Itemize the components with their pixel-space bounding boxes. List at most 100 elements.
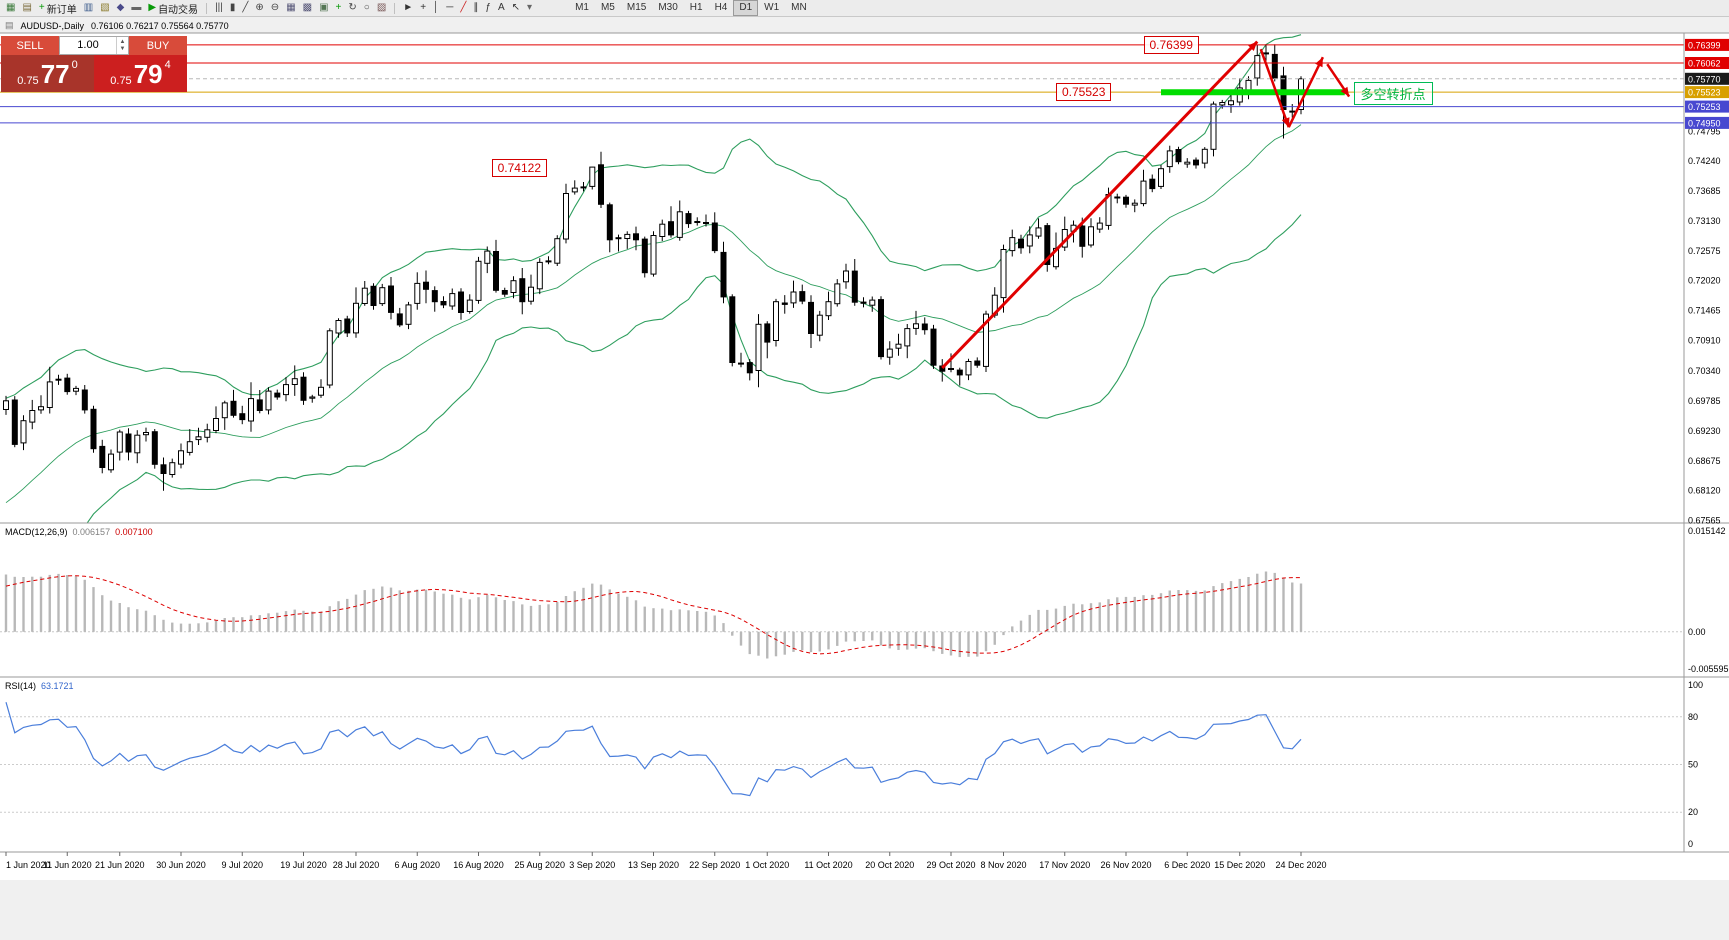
bid-price-prefix: 0.75 <box>17 75 39 87</box>
lot-size-value[interactable]: 1.00 <box>77 39 99 51</box>
data-window-icon-glyph: ▧ <box>100 2 110 13</box>
buy-button[interactable]: BUY <box>129 36 187 55</box>
candles-chart-icon-glyph: ▮ <box>229 2 236 13</box>
vertical-line-icon-glyph: │ <box>433 2 440 13</box>
svg-text:0.74240: 0.74240 <box>1688 156 1721 166</box>
svg-text:0.70910: 0.70910 <box>1688 336 1721 346</box>
timeframe-m15[interactable]: M15 <box>626 2 647 13</box>
svg-text:0.68120: 0.68120 <box>1688 486 1721 496</box>
september-high-price-label[interactable]: 0.74122 <box>491 158 548 177</box>
navigator-icon-glyph: ◆ <box>116 2 125 13</box>
svg-text:0.76062: 0.76062 <box>1688 59 1721 69</box>
timeframe-m5[interactable]: M5 <box>600 2 615 13</box>
svg-text:13 Sep 2020: 13 Sep 2020 <box>628 860 679 870</box>
svg-text:0.72575: 0.72575 <box>1688 246 1721 256</box>
timeframe-mn[interactable]: MN <box>791 2 807 13</box>
text-icon[interactable]: A <box>495 1 508 15</box>
toolbar-icon-groups: ▦ ▤ + 新订单 ▥ ▧ ◆ ▬ ▶ 自动交易 ||| ▮ ╱ ⊕ ⊖ ▦ ▩ ▣ + ↻ ○ ▨ ► + │ ─ ╱ ∥ ƒ A ↖ ▾ <box>3 1 535 16</box>
new-order2-icon[interactable]: + <box>333 1 345 15</box>
channel-icon[interactable]: ∥ <box>470 1 481 15</box>
vertical-line-icon[interactable]: │ <box>430 1 442 15</box>
svg-text:6 Dec 2020: 6 Dec 2020 <box>1164 860 1210 870</box>
data-window-icon[interactable]: ▧ <box>97 1 112 15</box>
svg-text:0.76399: 0.76399 <box>1688 40 1721 50</box>
terminal-icon[interactable]: ▬ <box>128 1 144 15</box>
lot-stepper-up[interactable]: ▲ <box>119 38 126 45</box>
template-icon[interactable]: ▨ <box>374 1 389 15</box>
one-click-trade-panel: SELL 1.00 ▲ ▼ BUY 0.75 77 0 0.75 79 4 <box>1 36 187 92</box>
cursor-icon-glyph: ► <box>403 2 414 13</box>
ask-price-prefix: 0.75 <box>110 75 132 87</box>
arrange-icon[interactable]: ▣ <box>316 1 331 15</box>
market-watch-icon[interactable]: ▥ <box>81 1 96 15</box>
timeframe-m30[interactable]: M30 <box>658 2 678 13</box>
svg-text:8 Nov 2020: 8 Nov 2020 <box>980 860 1026 870</box>
svg-text:21 Jun 2020: 21 Jun 2020 <box>95 860 145 870</box>
pivot-price-label[interactable]: 0.75523 <box>1056 83 1112 102</box>
trendline-icon[interactable]: ╱ <box>457 1 469 15</box>
svg-text:0.75523: 0.75523 <box>1688 88 1721 98</box>
svg-text:1 Oct 2020: 1 Oct 2020 <box>745 860 789 870</box>
main-toolbar: ▦ ▤ + 新订单 ▥ ▧ ◆ ▬ ▶ 自动交易 ||| ▮ ╱ ⊕ ⊖ ▦ ▩ ▣ + ↻ ○ ▨ ► + │ ─ ╱ ∥ ƒ A ↖ ▾ … <box>0 0 1729 17</box>
new-order-button[interactable]: + 新订单 <box>36 1 80 16</box>
autotrading-button-glyph: ▶ <box>148 2 157 13</box>
svg-text:0: 0 <box>1688 839 1693 849</box>
arrow-icon[interactable]: ↖ <box>509 1 523 15</box>
crosshair-icon[interactable]: + <box>417 1 429 15</box>
toolbar-separator <box>206 2 208 14</box>
macd-indicator-label: MACD(12,26,9) 0.006157 0.007100 <box>5 527 153 537</box>
bid-price-panel[interactable]: 0.75 77 0 <box>1 55 94 92</box>
macd-name: MACD(12,26,9) <box>5 527 68 537</box>
rsi-indicator-label: RSI(14) 63.1721 <box>5 681 74 691</box>
lot-size-input[interactable]: 1.00 ▲ ▼ <box>59 36 129 55</box>
new-chart-icon[interactable]: ▦ <box>3 1 18 15</box>
timeframe-h4[interactable]: H4 <box>714 2 728 13</box>
fibonacci-icon[interactable]: ƒ <box>482 1 494 15</box>
refresh-icon[interactable]: ↻ <box>345 1 359 15</box>
tile-windows-icon[interactable]: ▦ <box>283 1 298 15</box>
lot-stepper-down[interactable]: ▼ <box>119 45 126 52</box>
timeframe-m1[interactable]: M1 <box>575 2 589 13</box>
svg-text:0.73130: 0.73130 <box>1688 216 1721 226</box>
svg-text:29 Oct 2020: 29 Oct 2020 <box>926 860 975 870</box>
cascade-windows-icon[interactable]: ▩ <box>300 1 315 15</box>
text-icon-glyph: A <box>497 2 505 13</box>
fibonacci-icon-glyph: ƒ <box>485 2 491 13</box>
peak-price-label[interactable]: 0.76399 <box>1143 35 1199 54</box>
timeframe-w1[interactable]: W1 <box>764 2 780 13</box>
bars-chart-icon-glyph: ||| <box>215 2 223 13</box>
bars-chart-icon[interactable]: ||| <box>212 1 226 15</box>
profiles-icon[interactable]: ▤ <box>19 1 34 15</box>
line-chart-icon[interactable]: ╱ <box>239 1 251 15</box>
dropdown-chevron-icon[interactable]: ▾ <box>524 1 535 15</box>
svg-text:11 Jun 2020: 11 Jun 2020 <box>43 860 92 870</box>
channel-icon-glyph: ∥ <box>473 2 479 13</box>
zoom-out-icon-glyph: ⊖ <box>270 2 280 13</box>
sell-button[interactable]: SELL <box>1 36 59 55</box>
svg-text:16 Aug 2020: 16 Aug 2020 <box>453 860 504 870</box>
autotrading-button[interactable]: ▶ 自动交易 <box>145 1 201 16</box>
timeframe-h1[interactable]: H1 <box>689 2 703 13</box>
period-icon[interactable]: ○ <box>361 1 373 15</box>
svg-text:6 Aug 2020: 6 Aug 2020 <box>394 860 440 870</box>
ask-price-big: 79 <box>133 58 163 89</box>
bid-price-big: 77 <box>40 58 70 89</box>
horizontal-line-icon[interactable]: ─ <box>443 1 456 15</box>
timeframe-d1[interactable]: D1 <box>733 0 759 16</box>
arrow-icon-glyph: ↖ <box>511 2 521 13</box>
svg-text:0.69230: 0.69230 <box>1688 426 1721 436</box>
bull-bear-pivot-note[interactable]: 多空转折点 <box>1353 82 1433 106</box>
zoom-in-icon-glyph: ⊕ <box>255 2 264 13</box>
candles-chart-icon[interactable]: ▮ <box>227 1 239 15</box>
svg-text:26 Nov 2020: 26 Nov 2020 <box>1100 860 1151 870</box>
ask-price-panel[interactable]: 0.75 79 4 <box>94 55 187 92</box>
svg-text:30 Jun 2020: 30 Jun 2020 <box>156 860 206 870</box>
navigator-icon[interactable]: ◆ <box>114 1 128 15</box>
svg-text:0.75253: 0.75253 <box>1688 102 1721 112</box>
cursor-icon[interactable]: ► <box>400 1 416 15</box>
zoom-in-icon[interactable]: ⊕ <box>252 1 266 15</box>
dropdown-chevron-icon-glyph: ▾ <box>527 2 533 13</box>
zoom-out-icon[interactable]: ⊖ <box>268 1 282 15</box>
svg-text:50: 50 <box>1688 760 1698 770</box>
